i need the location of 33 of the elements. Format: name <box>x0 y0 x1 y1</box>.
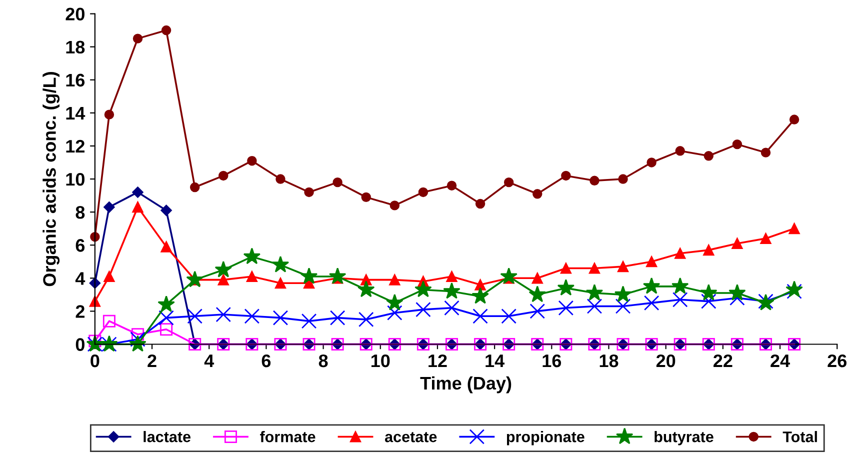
x-tick-label: 16 <box>542 354 562 368</box>
legend-label: formate <box>260 431 316 442</box>
x-tick-label: 12 <box>428 354 447 368</box>
x-tick-label: 10 <box>371 354 390 368</box>
legend-label: Total <box>782 431 817 442</box>
y-axis-title: Organic acids conc. (g/L) <box>42 72 60 286</box>
y-tick-label: 2 <box>76 305 84 318</box>
x-tick-label: 8 <box>318 354 328 368</box>
y-tick-label: 14 <box>66 107 86 120</box>
legend-label: acetate <box>384 432 437 442</box>
x-tick-label: 14 <box>486 354 505 368</box>
y-tick-label: 18 <box>66 40 85 54</box>
y-tick-label: 4 <box>75 272 86 285</box>
y-tick-label: 6 <box>76 239 85 252</box>
x-tick-label: 20 <box>656 354 676 368</box>
y-tick-label: 20 <box>66 8 84 20</box>
x-tick-label: 6 <box>262 354 271 368</box>
y-tick-label: 16 <box>66 74 85 87</box>
x-tick-label: 2 <box>148 354 156 368</box>
x-tick-label: 22 <box>714 354 732 368</box>
y-tick-label: 8 <box>76 206 85 219</box>
x-tick-label: 24 <box>770 354 790 368</box>
x-tick-label: 26 <box>828 354 846 368</box>
y-tick-label: 10 <box>66 172 84 186</box>
y-tick-label: 0 <box>76 338 84 351</box>
x-tick-label: 0 <box>90 354 100 368</box>
legend-label: lactate <box>144 431 190 442</box>
x-axis-title: Time (Day) <box>420 376 512 394</box>
x-tick-label: 4 <box>204 354 214 368</box>
legend-label: propionate <box>506 431 584 446</box>
x-tick-label: 18 <box>600 354 618 368</box>
legend-label: butyrate <box>654 431 714 446</box>
y-tick-label: 12 <box>66 140 84 153</box>
